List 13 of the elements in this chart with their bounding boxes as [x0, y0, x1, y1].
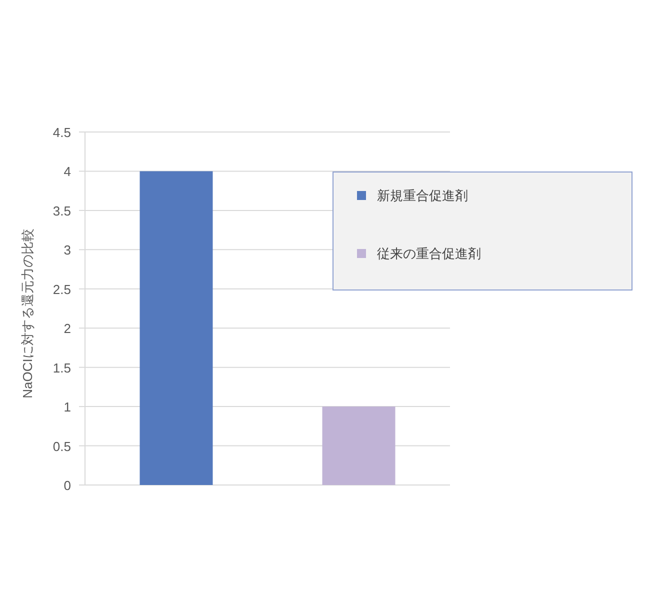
y-tick-label: 2	[64, 321, 71, 336]
y-tick-label: 1	[64, 400, 71, 415]
y-tick-label: 4	[64, 164, 71, 180]
y-tick-label: 0.5	[52, 438, 71, 454]
y-tick-label: 0	[64, 478, 71, 493]
y-tick-label: 1.5	[52, 360, 71, 376]
legend-label: 従来の重合促進剤	[377, 246, 481, 261]
y-tick-label: 3	[64, 242, 71, 258]
y-axis-title: NaOCIに対する還元力の比較	[20, 228, 35, 398]
legend-label: 新規重合促進剤	[377, 188, 468, 203]
y-tick-label: 3.5	[52, 203, 71, 218]
y-tick-label: 4.5	[52, 125, 71, 140]
y-tick-label: 2.5	[52, 282, 71, 297]
